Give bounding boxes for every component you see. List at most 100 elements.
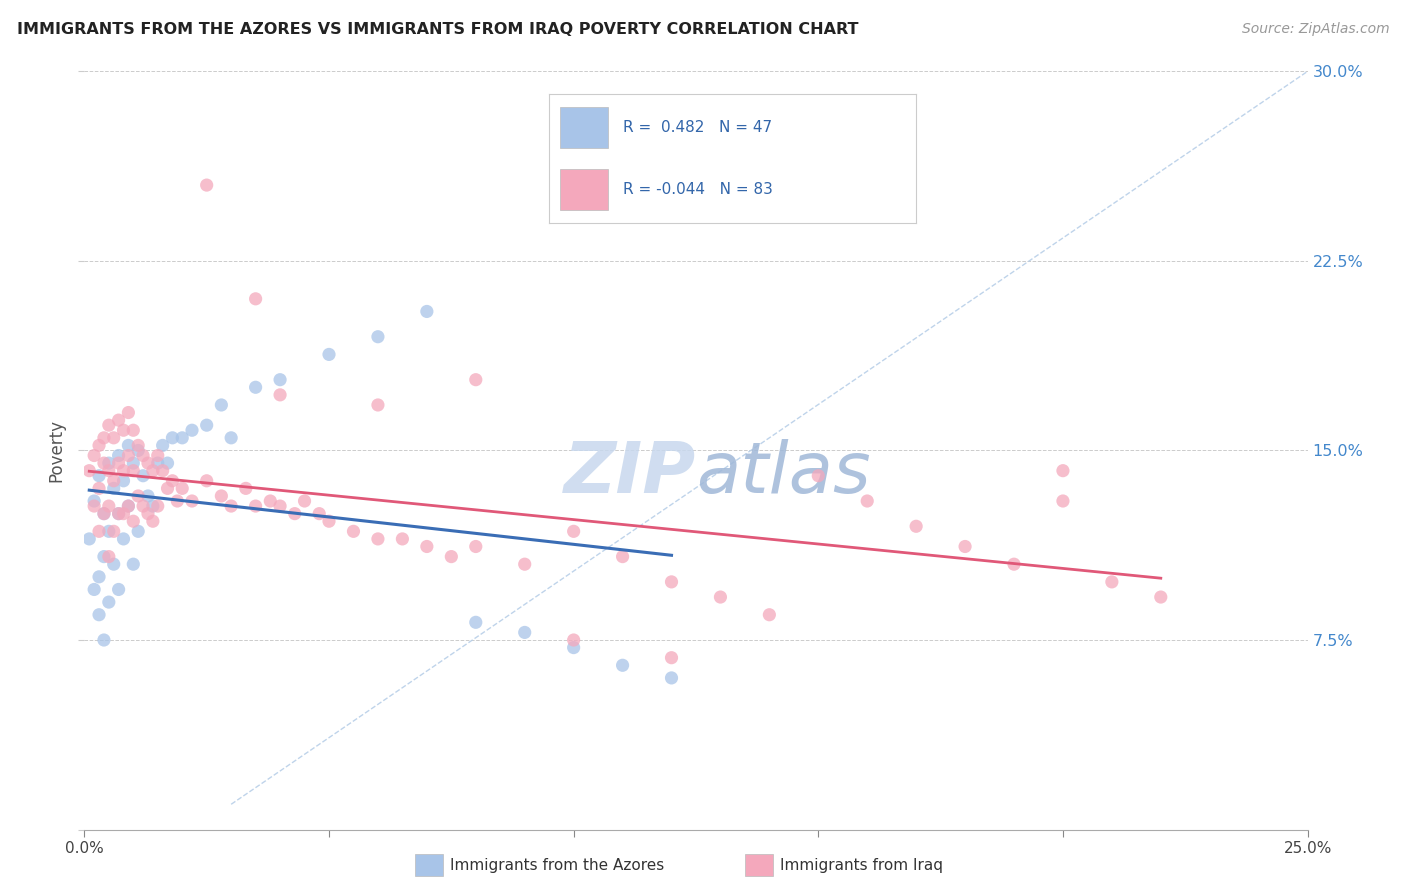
Point [391, 532, 413, 546]
Point [97, 456, 120, 470]
Point [117, 405, 139, 420]
Point [93, 456, 115, 470]
Point [117, 438, 139, 452]
Point [416, 304, 439, 318]
Point [195, 178, 218, 193]
Point [1150, 590, 1173, 604]
Point [1002, 557, 1025, 572]
Point [245, 380, 267, 394]
Point [97, 499, 120, 513]
Point [107, 582, 129, 597]
Text: IMMIGRANTS FROM THE AZORES VS IMMIGRANTS FROM IRAQ POVERTY CORRELATION CHART: IMMIGRANTS FROM THE AZORES VS IMMIGRANTS… [17, 22, 859, 37]
Point [661, 671, 683, 685]
Point [294, 494, 316, 508]
Text: Immigrants from Iraq: Immigrants from Iraq [780, 858, 943, 872]
Point [83, 582, 105, 597]
Point [127, 438, 149, 452]
Text: Source: ZipAtlas.com: Source: ZipAtlas.com [1241, 22, 1389, 37]
Point [856, 494, 879, 508]
Point [112, 464, 135, 478]
Point [93, 431, 115, 445]
Point [122, 464, 145, 478]
Point [87, 570, 110, 584]
Point [342, 524, 364, 539]
Point [83, 494, 105, 508]
Point [181, 494, 204, 508]
Point [562, 640, 585, 655]
Point [367, 532, 389, 546]
Point [136, 456, 159, 470]
Point [209, 398, 232, 412]
Y-axis label: Poverty: Poverty [48, 419, 66, 482]
Point [117, 449, 139, 463]
Point [93, 633, 115, 648]
Point [661, 650, 683, 665]
Point [136, 507, 159, 521]
Point [87, 482, 110, 496]
Point [127, 524, 149, 539]
Point [97, 549, 120, 564]
Point [709, 590, 731, 604]
Point [146, 499, 169, 513]
Point [103, 431, 125, 445]
Point [142, 514, 165, 528]
Point [97, 418, 120, 433]
Point [172, 482, 194, 496]
Point [513, 625, 536, 640]
Point [172, 431, 194, 445]
Point [661, 574, 683, 589]
Point [97, 464, 120, 478]
Point [513, 557, 536, 572]
Point [464, 540, 486, 554]
Point [284, 507, 307, 521]
Point [117, 499, 139, 513]
Point [93, 507, 115, 521]
Point [83, 449, 105, 463]
Point [146, 449, 169, 463]
Point [122, 456, 145, 470]
Point [87, 607, 110, 622]
Point [122, 557, 145, 572]
Point [103, 474, 125, 488]
Point [83, 499, 105, 513]
Point [259, 494, 281, 508]
Point [269, 388, 291, 402]
Point [1052, 494, 1074, 508]
Point [209, 489, 232, 503]
Point [107, 413, 129, 427]
Point [195, 418, 218, 433]
Point [87, 468, 110, 483]
Point [112, 507, 135, 521]
Point [162, 474, 184, 488]
Point [181, 423, 204, 437]
Point [269, 499, 291, 513]
Point [758, 607, 780, 622]
Point [87, 438, 110, 452]
Point [146, 456, 169, 470]
Point [93, 507, 115, 521]
Point [195, 474, 218, 488]
Text: Immigrants from the Azores: Immigrants from the Azores [450, 858, 664, 872]
Text: ZIP: ZIP [564, 439, 696, 508]
Point [107, 449, 129, 463]
Point [117, 499, 139, 513]
Point [612, 549, 634, 564]
Point [953, 540, 976, 554]
Point [162, 431, 184, 445]
Point [122, 514, 145, 528]
Point [1101, 574, 1123, 589]
Point [127, 489, 149, 503]
Point [97, 595, 120, 609]
Point [107, 456, 129, 470]
Point [367, 398, 389, 412]
Point [103, 524, 125, 539]
Point [269, 373, 291, 387]
Point [132, 499, 155, 513]
Point [142, 499, 165, 513]
Point [103, 482, 125, 496]
Point [464, 373, 486, 387]
Point [152, 464, 174, 478]
Point [112, 532, 135, 546]
Point [562, 633, 585, 648]
Point [77, 532, 100, 546]
